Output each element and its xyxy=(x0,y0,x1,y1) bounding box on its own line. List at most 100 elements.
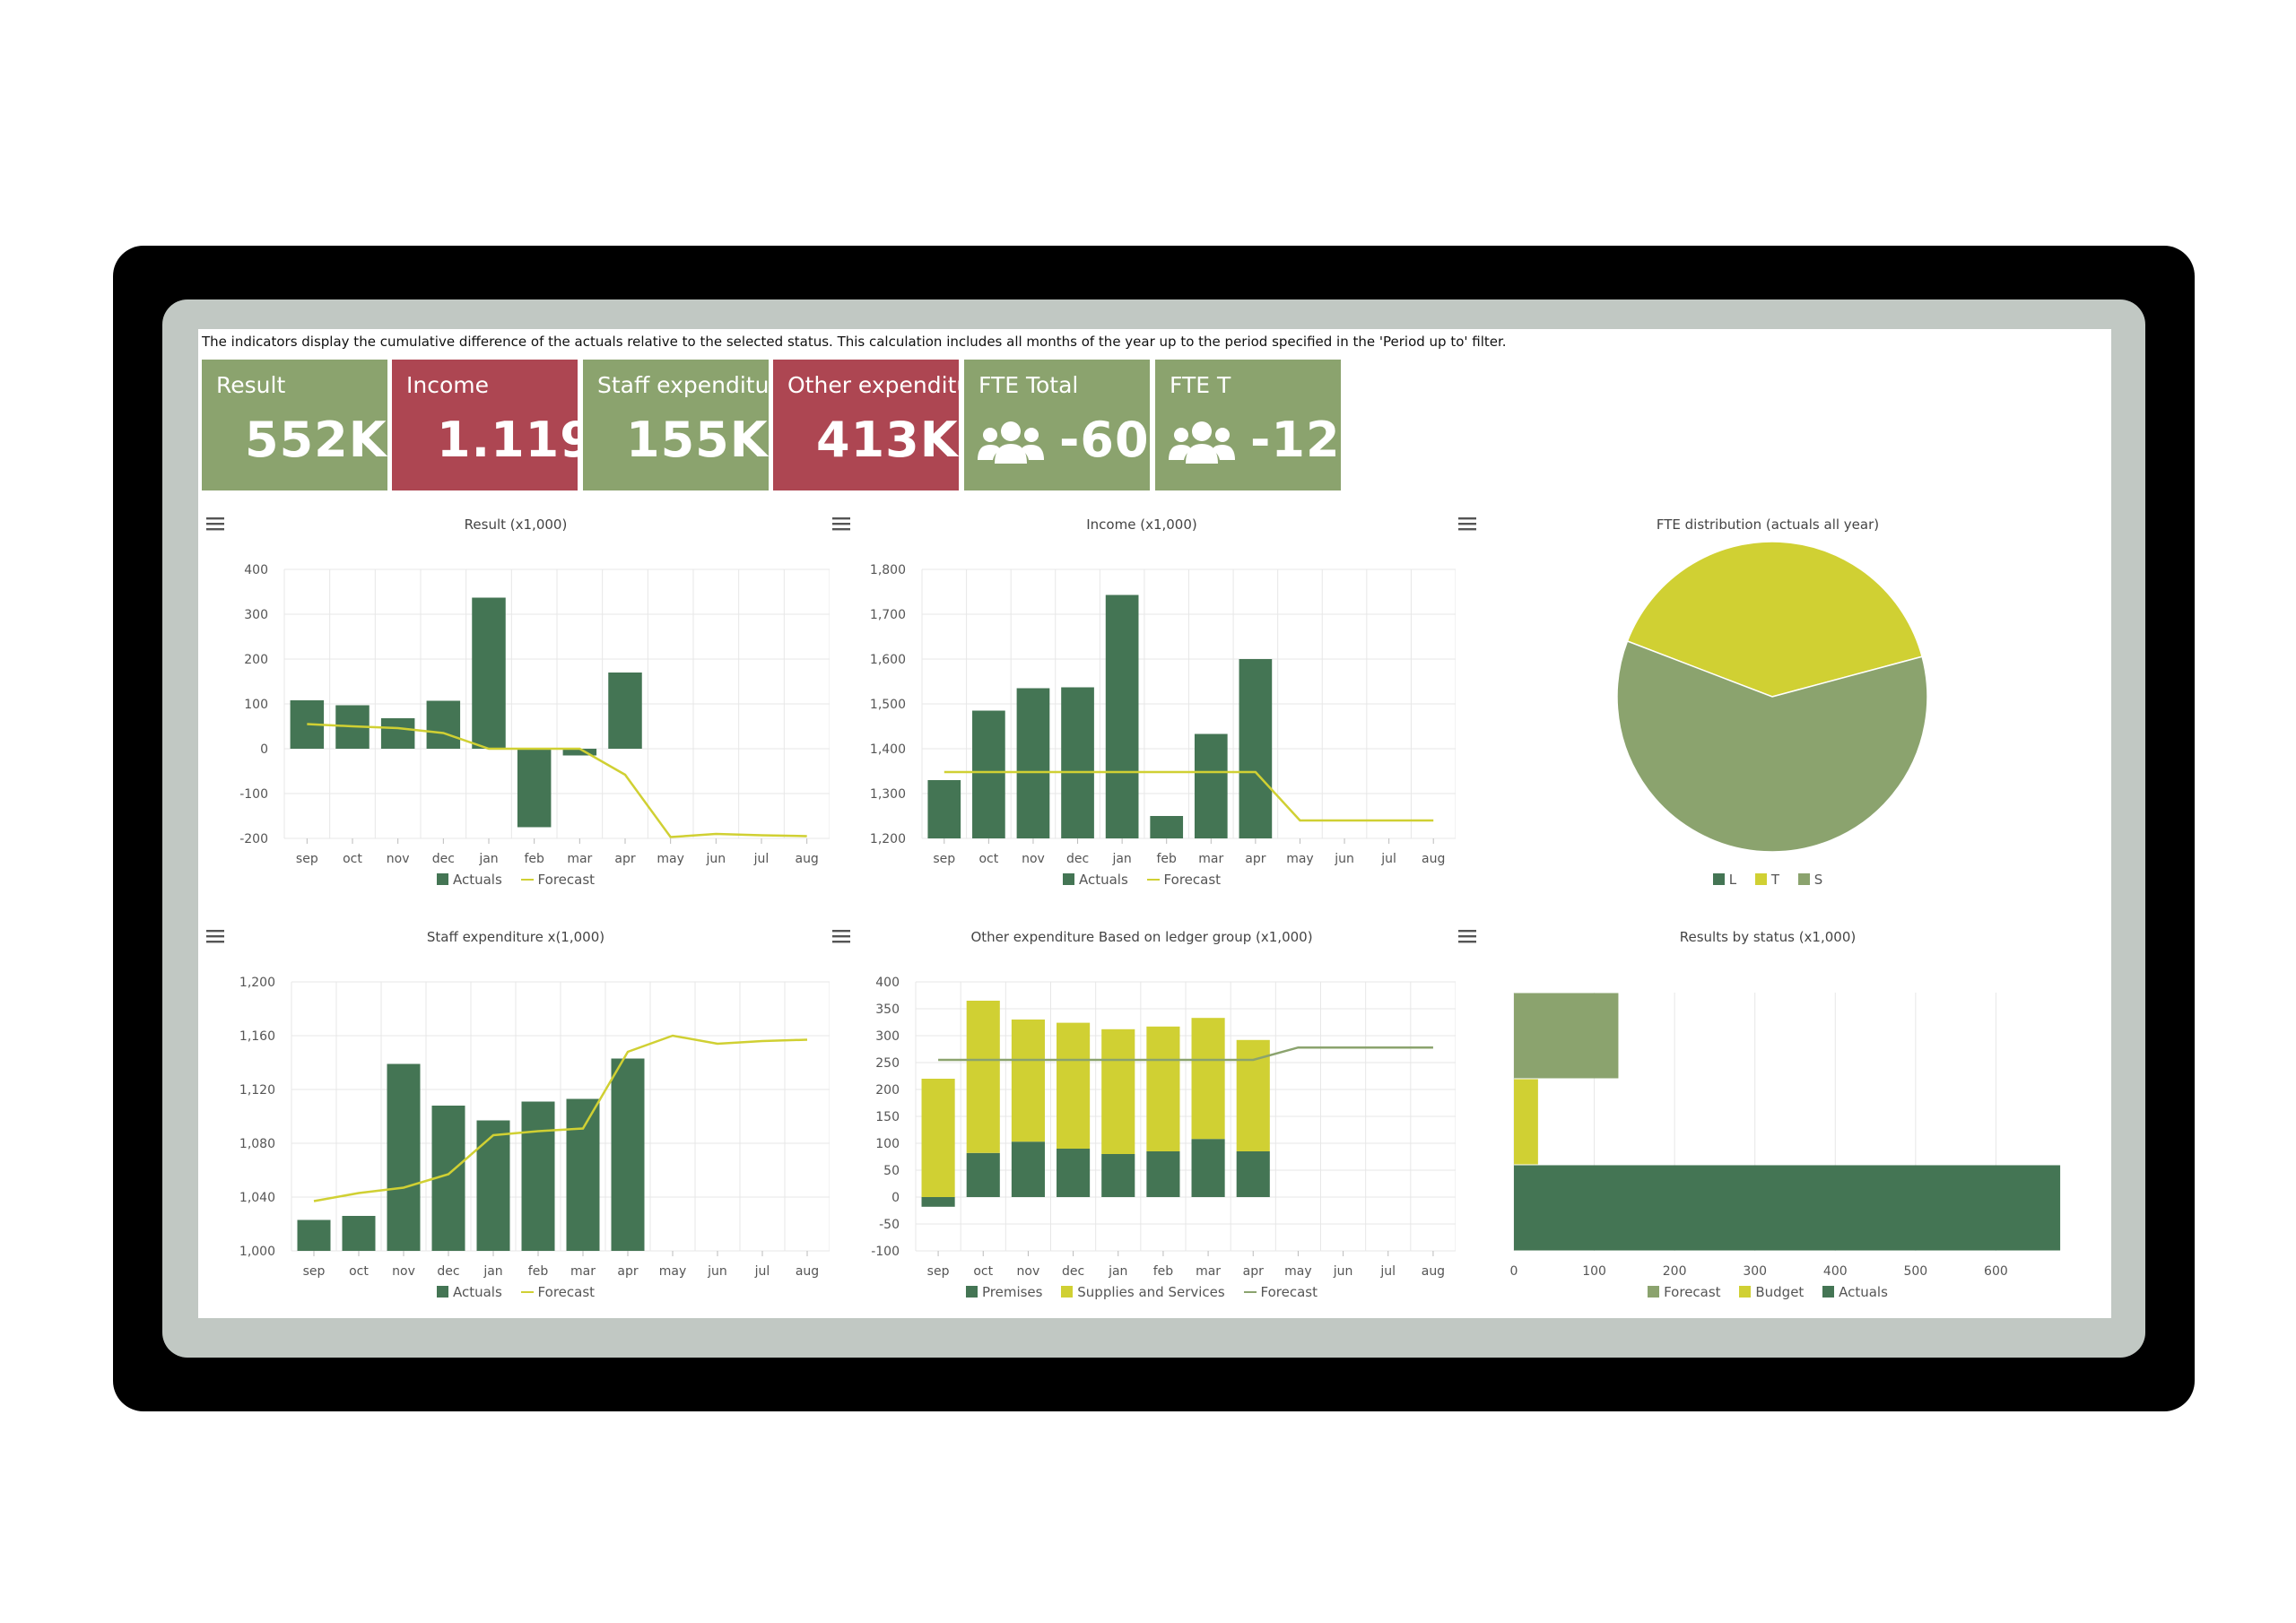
x-tick-label: 0 xyxy=(1510,1264,1518,1279)
bar xyxy=(1150,816,1184,838)
bar xyxy=(342,1216,376,1251)
bar xyxy=(1514,993,1619,1079)
bar xyxy=(1236,1039,1270,1151)
kpi-tile-income[interactable]: Income 1.119M xyxy=(392,360,643,490)
menu-icon[interactable] xyxy=(1457,928,1477,944)
legend-item[interactable]: Forecast xyxy=(1243,1284,1318,1300)
kpi-label: Staff expenditure xyxy=(597,372,792,398)
y-tick-label: 1,120 xyxy=(239,1083,275,1098)
kpi-value: 155K xyxy=(626,412,769,468)
x-tick-label: mar xyxy=(1196,1264,1221,1279)
chart-legend: Forecast Budget Actuals xyxy=(1454,1284,2082,1300)
kpi-tile-result[interactable]: Result 552K xyxy=(202,360,387,490)
legend-item[interactable]: Actuals xyxy=(1062,872,1128,888)
bar xyxy=(1236,1151,1270,1197)
menu-icon[interactable] xyxy=(1457,516,1477,532)
legend-item[interactable]: S xyxy=(1797,872,1822,888)
bar xyxy=(921,1079,955,1197)
kpi-tile-other-expenditure[interactable]: Other expenditure 413K xyxy=(773,360,993,490)
bar xyxy=(1191,1018,1225,1140)
legend-item[interactable]: Forecast xyxy=(1146,872,1221,888)
x-tick-label: jul xyxy=(754,1264,770,1279)
x-tick-label: aug xyxy=(796,1264,819,1279)
x-tick-label: 400 xyxy=(1823,1264,1848,1279)
y-tick-label: 0 xyxy=(260,742,268,757)
bar xyxy=(1011,1020,1045,1142)
x-tick-label: dec xyxy=(437,1264,459,1279)
kpi-tile-staff-expenditure[interactable]: Staff expenditure 155K xyxy=(583,360,792,490)
menu-icon[interactable] xyxy=(831,928,851,944)
bar xyxy=(1514,1079,1538,1165)
bar xyxy=(1105,595,1139,838)
chart-panel-income: Income (x1,000) 1,800 1,700 1,600 1,500 1,40… xyxy=(828,508,1456,903)
x-tick-label: 300 xyxy=(1743,1264,1767,1279)
forecast-line xyxy=(313,1034,808,1202)
x-tick-label: aug xyxy=(795,852,818,866)
menu-icon[interactable] xyxy=(831,516,851,532)
bar xyxy=(1061,687,1094,838)
x-tick-label: jan xyxy=(1108,1264,1127,1279)
bar xyxy=(1194,733,1228,838)
y-tick-label: 1,500 xyxy=(870,698,906,712)
legend-item[interactable]: Forecast xyxy=(520,1284,595,1300)
chart-panel-staff-expenditure: Staff expenditure x(1,000) 1,200 1,160 1,1… xyxy=(202,921,830,1315)
x-tick-label: may xyxy=(657,852,684,866)
legend-item[interactable]: T xyxy=(1754,872,1779,888)
x-tick-label: oct xyxy=(343,852,362,866)
users-icon xyxy=(978,421,1044,464)
y-tick-label: 1,200 xyxy=(870,832,906,846)
menu-icon[interactable] xyxy=(205,516,225,532)
bar xyxy=(517,749,552,828)
bar xyxy=(521,1101,555,1251)
other-expenditure-chart: 400 350 300 250 200 150 100 50 0 -50 -100 sep oct nov… xyxy=(871,976,1456,1279)
y-tick-label: 1,400 xyxy=(870,742,906,757)
fte-pie-chart xyxy=(1616,541,1928,853)
y-tick-label: -100 xyxy=(871,1245,900,1259)
forecast-line xyxy=(944,770,1434,822)
kpi-tile-fte-total[interactable]: FTE Total -60.6 xyxy=(964,360,1203,490)
menu-icon[interactable] xyxy=(205,928,225,944)
x-tick-label: apr xyxy=(617,1264,638,1279)
legend-item[interactable]: L xyxy=(1712,872,1736,888)
x-tick-label: apr xyxy=(1245,852,1265,866)
legend-item[interactable]: Premises xyxy=(965,1284,1042,1300)
x-tick-label: nov xyxy=(387,852,410,866)
bar xyxy=(476,1120,510,1251)
bar xyxy=(966,1001,1000,1153)
chart-legend: Actuals Forecast xyxy=(828,872,1456,888)
y-tick-label: 1,160 xyxy=(239,1029,275,1044)
legend-item[interactable]: Actuals xyxy=(1822,1284,1888,1300)
x-tick-label: feb xyxy=(1153,1264,1174,1279)
x-tick-label: 500 xyxy=(1903,1264,1927,1279)
chart-title: Income (x1,000) xyxy=(1086,516,1197,533)
x-tick-label: apr xyxy=(614,852,635,866)
legend-item[interactable]: Actuals xyxy=(436,872,502,888)
legend-item[interactable]: Budget xyxy=(1739,1284,1804,1300)
kpi-tile-fte-t[interactable]: FTE T -12.5 xyxy=(1155,360,1394,490)
chart-title: Staff expenditure x(1,000) xyxy=(426,929,605,945)
bar xyxy=(927,780,961,838)
x-tick-label: nov xyxy=(392,1264,415,1279)
legend-item[interactable]: Forecast xyxy=(520,872,595,888)
y-tick-label: 1,300 xyxy=(870,787,906,802)
y-tick-label: 400 xyxy=(875,976,900,990)
bar xyxy=(1191,1139,1225,1197)
x-tick-label: feb xyxy=(524,852,544,866)
bar xyxy=(972,710,1005,838)
x-tick-label: may xyxy=(1284,1264,1312,1279)
bar xyxy=(1057,1022,1091,1149)
x-tick-label: nov xyxy=(1017,1264,1040,1279)
result-chart: 400 300 200 100 0 -100 -200 sep oct nov dec jan feb m… xyxy=(239,563,830,866)
legend-item[interactable]: Supplies and Services xyxy=(1061,1284,1225,1300)
y-tick-label: 1,040 xyxy=(239,1191,275,1205)
legend-item[interactable]: Forecast xyxy=(1648,1284,1721,1300)
bar xyxy=(1239,659,1273,838)
bar xyxy=(611,1058,645,1251)
legend-item[interactable]: Actuals xyxy=(436,1284,502,1300)
x-tick-label: feb xyxy=(1156,852,1177,866)
x-tick-label: jun xyxy=(706,852,726,866)
kpi-label: Other expenditure xyxy=(787,372,994,398)
x-tick-label: 600 xyxy=(1984,1264,2008,1279)
x-tick-label: jul xyxy=(1380,852,1396,866)
x-tick-label: jul xyxy=(753,852,770,866)
